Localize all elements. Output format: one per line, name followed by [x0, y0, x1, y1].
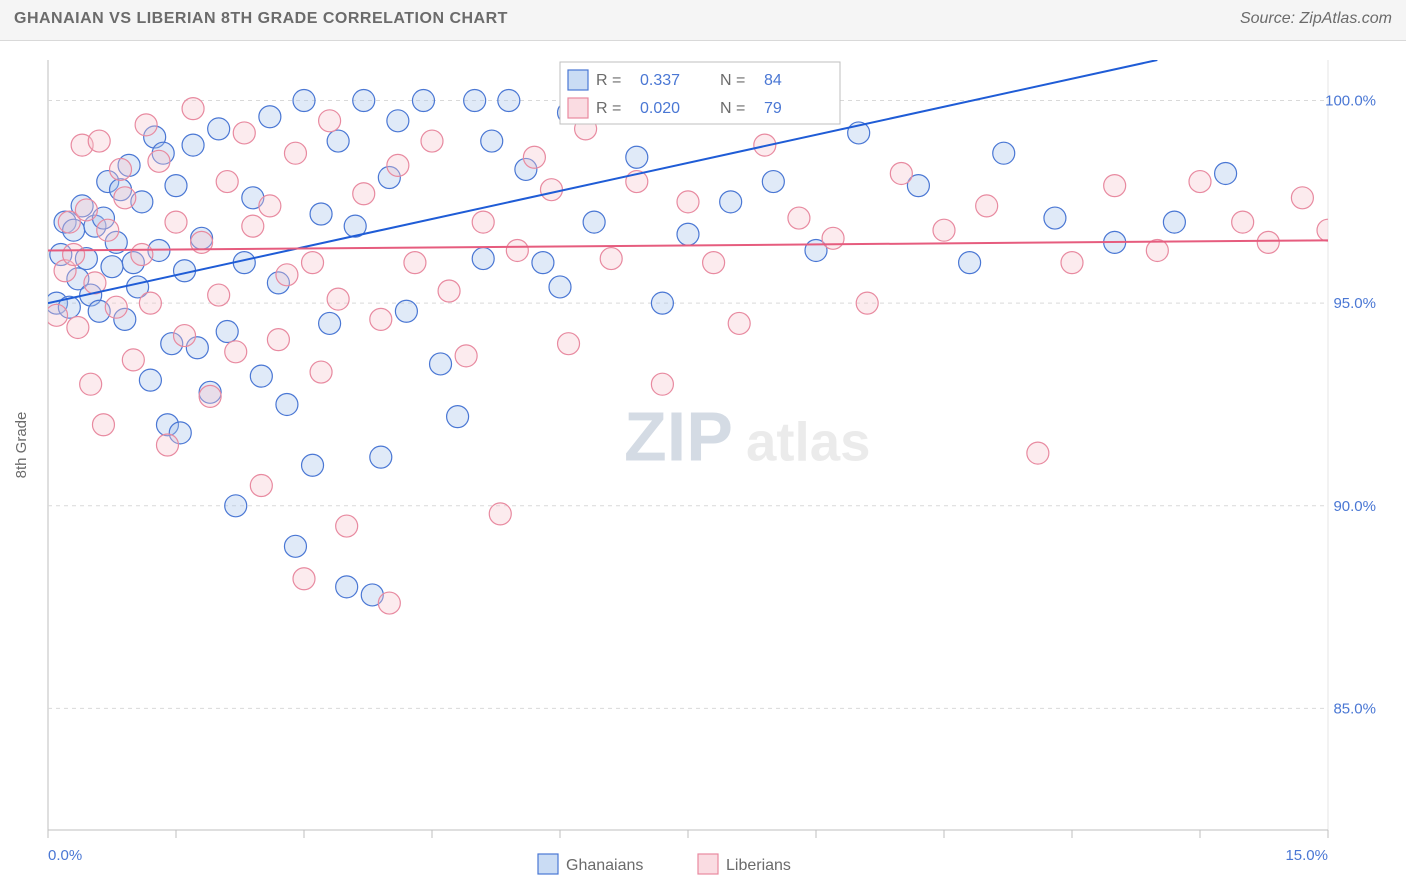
- y-tick-label: 85.0%: [1333, 700, 1376, 717]
- x-tick-min: 0.0%: [48, 847, 82, 864]
- svg-text:0.020: 0.020: [640, 100, 680, 117]
- chart-title: GHANAIAN VS LIBERIAN 8TH GRADE CORRELATI…: [14, 10, 508, 28]
- svg-text:0.337: 0.337: [640, 72, 680, 89]
- svg-text:N =: N =: [720, 72, 745, 89]
- series-liberians: [46, 98, 1339, 614]
- svg-text:R =: R =: [596, 100, 621, 117]
- stat-legend: R = 0.337 N = 84 R = 0.020 N = 79: [560, 62, 840, 124]
- chart-source: Source: ZipAtlas.com: [1240, 10, 1392, 28]
- svg-text:84: 84: [764, 72, 782, 89]
- legend-swatch: [568, 98, 588, 118]
- y-tick-label: 90.0%: [1333, 498, 1376, 515]
- bottom-legend-label: Ghanaians: [566, 857, 643, 874]
- scatter-chart: 85.0% 90.0% 95.0% 100.0% 0.0% 15.0% 8th Grade Z…: [0, 40, 1406, 892]
- legend-swatch: [568, 70, 588, 90]
- svg-text:N =: N =: [720, 100, 745, 117]
- bottom-legend-swatch: [698, 854, 718, 874]
- y-tick-label: 100.0%: [1325, 93, 1376, 110]
- y-tick-label: 95.0%: [1333, 295, 1376, 312]
- svg-text:atlas: atlas: [746, 411, 870, 472]
- bottom-legend-label: Liberians: [726, 857, 791, 874]
- y-axis-label: 8th Grade: [13, 412, 30, 479]
- svg-text:ZIP: ZIP: [624, 397, 733, 475]
- watermark: ZIPatlas: [624, 397, 870, 475]
- svg-text:R =: R =: [596, 72, 621, 89]
- x-tick-max: 15.0%: [1285, 847, 1328, 864]
- series-ghanaians: [46, 90, 1237, 606]
- svg-text:79: 79: [764, 100, 782, 117]
- chart-header: GHANAIAN VS LIBERIAN 8TH GRADE CORRELATI…: [0, 0, 1406, 41]
- chart-area: 85.0% 90.0% 95.0% 100.0% 0.0% 15.0% 8th Grade Z…: [0, 40, 1406, 892]
- bottom-legend-swatch: [538, 854, 558, 874]
